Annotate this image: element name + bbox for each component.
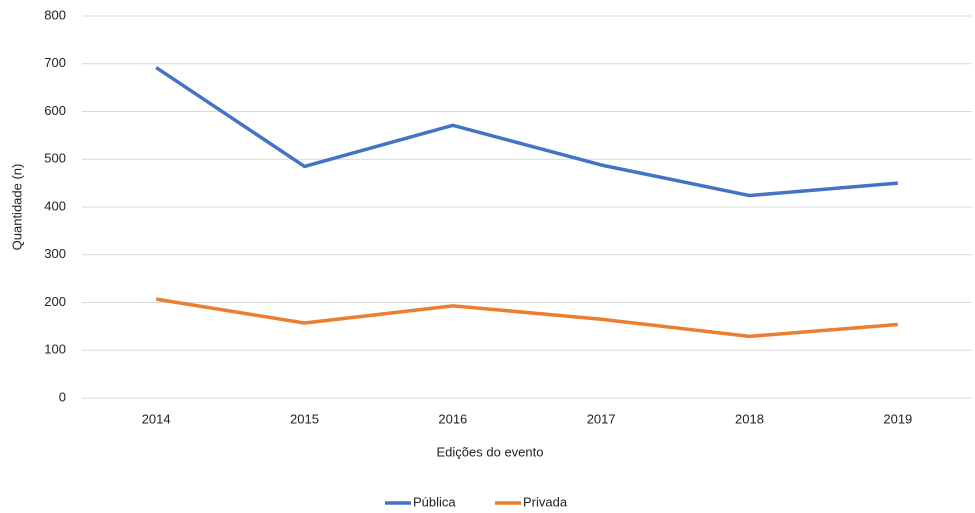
- x-tick-label: 2019: [883, 411, 912, 426]
- x-tick-label: 2016: [438, 411, 467, 426]
- y-axis-label: Quantidade (n): [9, 164, 24, 251]
- y-tick-label: 800: [44, 7, 66, 22]
- x-tick-label: 2018: [735, 411, 764, 426]
- y-tick-label: 400: [44, 198, 66, 213]
- series-line: [155, 66, 898, 198]
- y-tick-label: 0: [59, 389, 66, 404]
- y-tick-label: 700: [44, 55, 66, 70]
- x-tick-label: 2014: [142, 411, 171, 426]
- y-tick-label: 200: [44, 294, 66, 309]
- series-line: [155, 297, 898, 339]
- x-tick-label: 2017: [587, 411, 616, 426]
- legend-label: Pública: [413, 494, 456, 509]
- y-tick-label: 600: [44, 103, 66, 118]
- y-tick-label: 300: [44, 246, 66, 261]
- y-tick-label: 100: [44, 342, 66, 357]
- x-tick-label: 2015: [290, 411, 319, 426]
- y-tick-label: 500: [44, 151, 66, 166]
- legend-label: Privada: [523, 494, 568, 509]
- x-axis-label: Edições do evento: [437, 444, 544, 459]
